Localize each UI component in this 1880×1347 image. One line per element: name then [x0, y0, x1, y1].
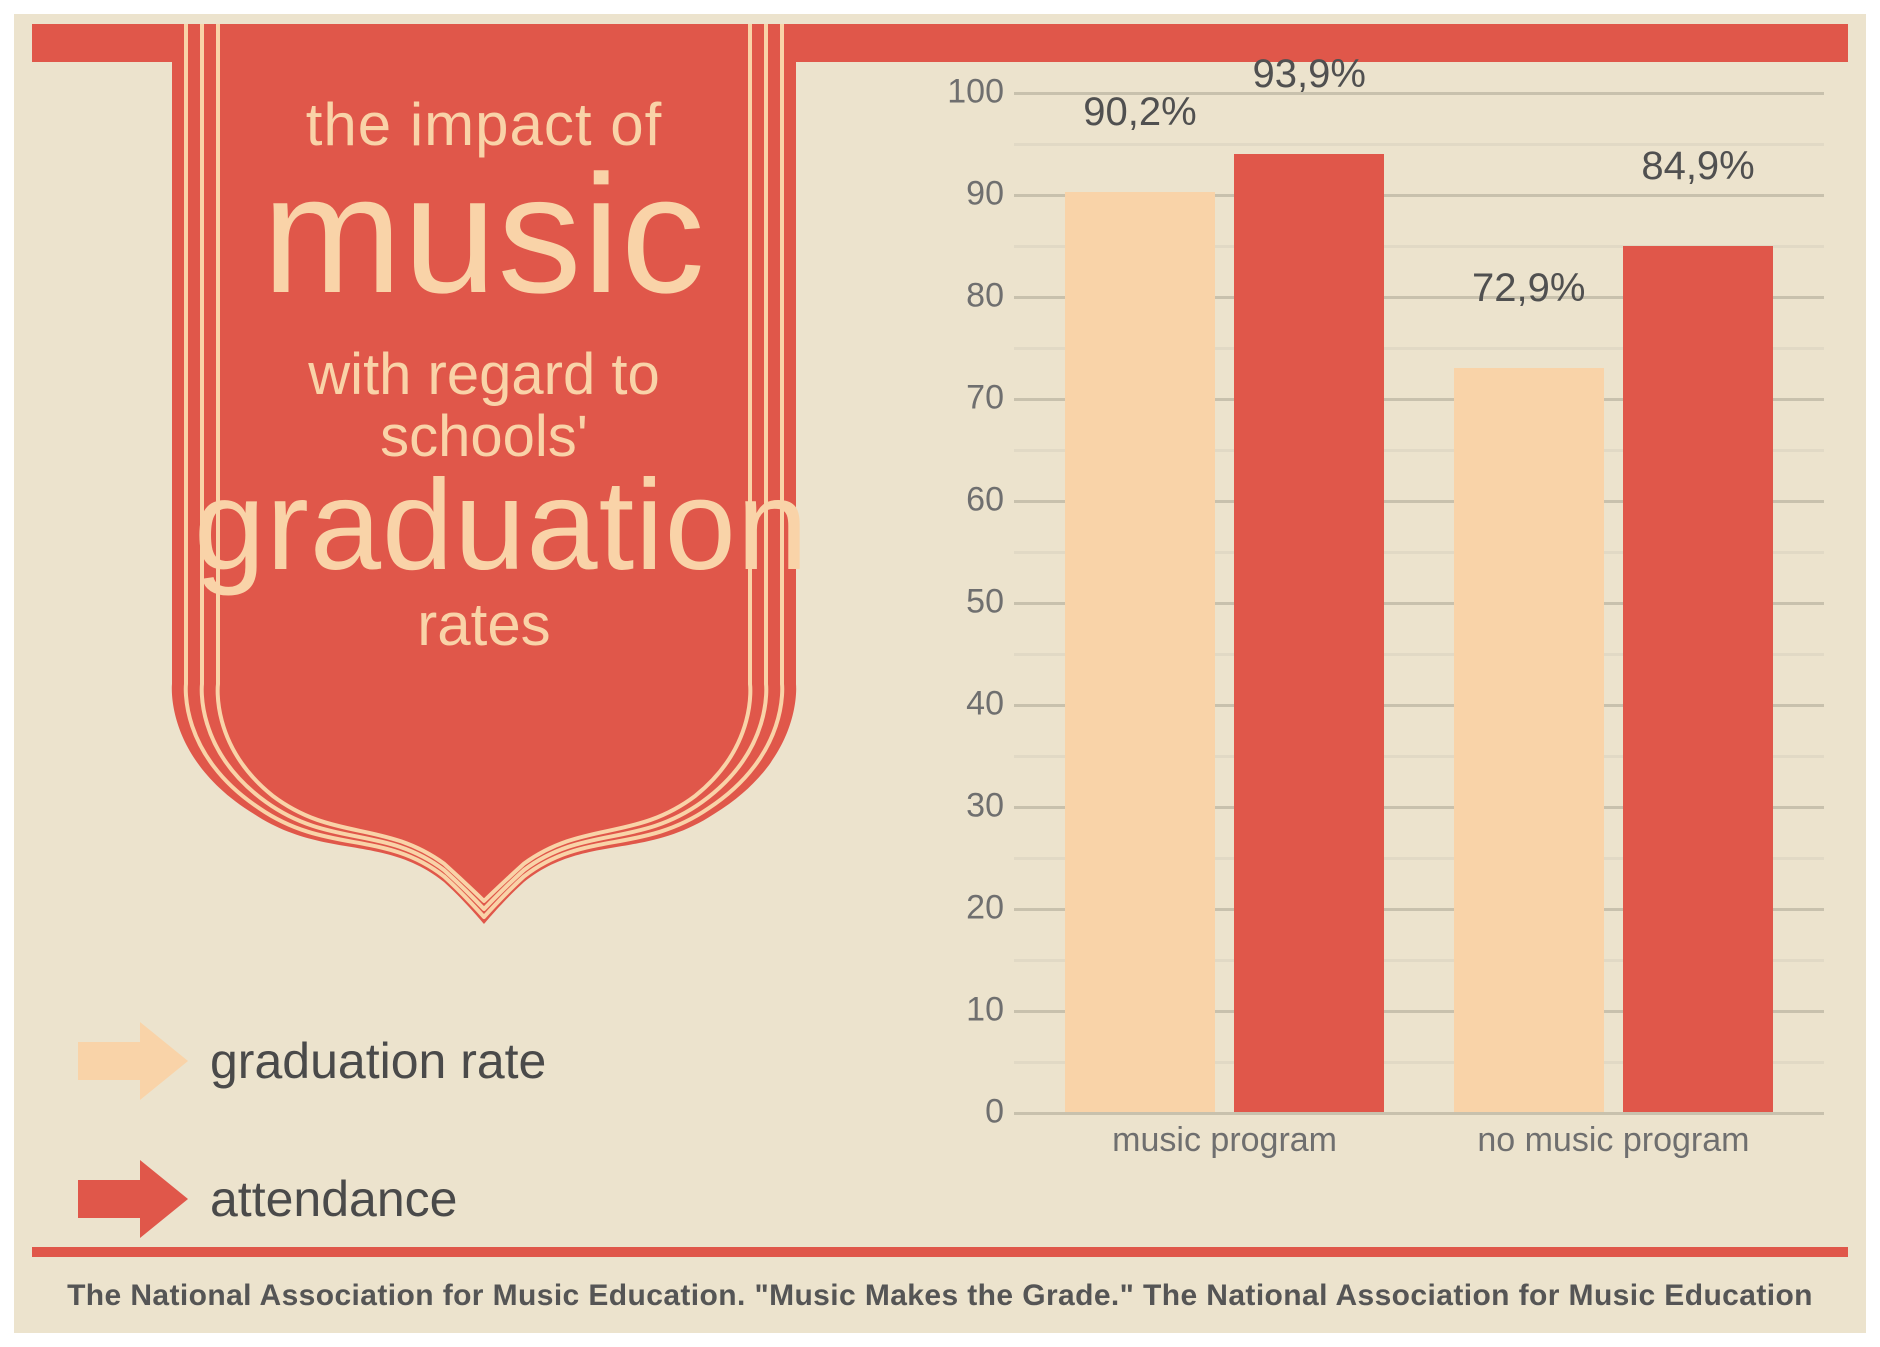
legend-item: graduation rate [78, 1022, 546, 1100]
legend-label: attendance [210, 1170, 457, 1228]
title-text-block: the impact of music with regard to schoo… [134, 90, 834, 659]
title-line-6: rates [194, 590, 774, 659]
canvas: the impact of music with regard to schoo… [14, 14, 1866, 1333]
chart-y-tick-label: 40 [924, 685, 1004, 724]
chart-y-tick-label: 60 [924, 481, 1004, 520]
chart-bar-label: 93,9% [1253, 52, 1366, 103]
title-line-5: graduation [194, 462, 774, 590]
chart-x-category-label: music program [1112, 1121, 1337, 1160]
title-badge: the impact of music with regard to schoo… [134, 24, 834, 944]
chart-gridline [1014, 1112, 1824, 1115]
chart-y-tick-label: 70 [924, 379, 1004, 418]
citation-text: The National Association for Music Educa… [14, 1279, 1866, 1313]
chart-y-tick-label: 50 [924, 583, 1004, 622]
legend-item: attendance [78, 1160, 546, 1238]
chart-bar-label: 90,2% [1083, 90, 1196, 141]
bottom-accent-bar [32, 1247, 1848, 1257]
chart-y-tick-label: 100 [924, 73, 1004, 112]
chart-y-tick-label: 90 [924, 175, 1004, 214]
title-line-2: music [194, 155, 774, 315]
chart-y-tick-label: 20 [924, 889, 1004, 928]
chart-plot-area: 90,2%93,9%72,9%84,9% [1014, 92, 1824, 1112]
chart-x-category-label: no music program [1477, 1121, 1749, 1160]
arrow-icon [78, 1160, 188, 1238]
arrow-icon [78, 1022, 188, 1100]
chart-y-tick-label: 30 [924, 787, 1004, 826]
title-line-3: with regard to [194, 341, 774, 408]
chart-bar [1623, 246, 1773, 1112]
chart-bar [1234, 154, 1384, 1112]
chart-bar-label: 84,9% [1641, 144, 1754, 195]
chart-y-tick-label: 10 [924, 991, 1004, 1030]
chart-y-tick-label: 0 [924, 1093, 1004, 1132]
chart-y-tick-label: 80 [924, 277, 1004, 316]
bar-chart: 90,2%93,9%72,9%84,9% 0102030405060708090… [924, 92, 1824, 1172]
chart-bar [1454, 368, 1604, 1112]
legend-label: graduation rate [210, 1032, 546, 1090]
chart-bar [1065, 192, 1215, 1112]
chart-bar-label: 72,9% [1472, 266, 1585, 317]
outer-frame: the impact of music with regard to schoo… [0, 0, 1880, 1347]
